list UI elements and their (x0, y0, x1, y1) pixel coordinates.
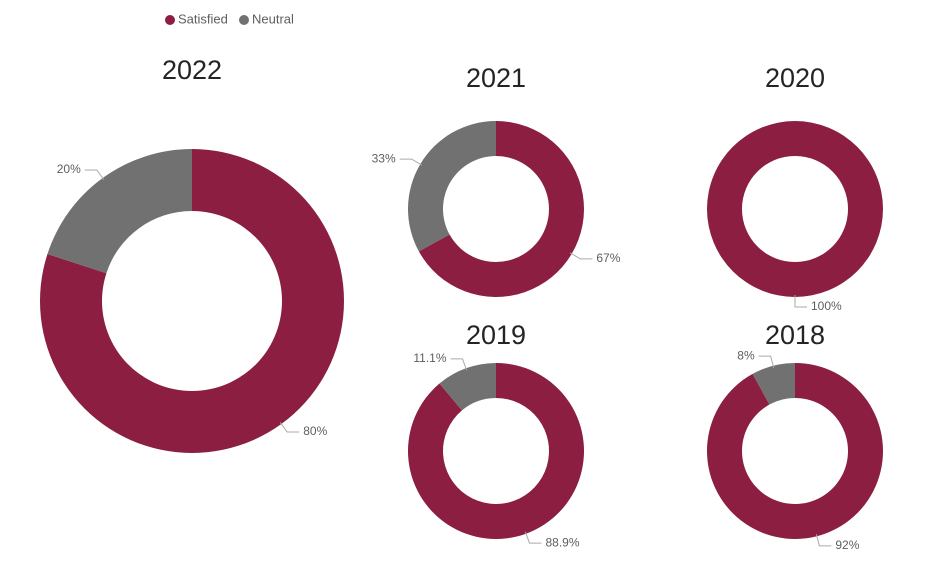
donut-slice (47, 149, 193, 274)
donut-slice (439, 363, 496, 411)
data-label: 8% (737, 348, 755, 362)
leader-line (794, 295, 807, 308)
legend-swatch (239, 15, 249, 25)
chart-title: 2021 (466, 63, 526, 93)
leader-line (399, 158, 423, 166)
donut-slice (752, 363, 795, 405)
leader-line (758, 355, 775, 368)
data-label: 88.9% (545, 535, 579, 549)
leader-line (279, 422, 300, 433)
chart-title: 2020 (765, 63, 825, 93)
chart-title: 2018 (765, 320, 825, 350)
legend: Satisfied Neutral (165, 11, 294, 26)
chart-title: 2022 (162, 55, 222, 85)
data-label: 100% (811, 299, 842, 313)
legend-label: Neutral (252, 11, 294, 26)
donut-slice (407, 120, 497, 252)
leader-line (815, 534, 832, 547)
leader-line (84, 169, 105, 180)
leader-line (450, 358, 468, 371)
data-label: 11.1% (413, 351, 446, 365)
donut-slice (418, 121, 584, 297)
data-label: 67% (596, 251, 620, 265)
donut-slice (707, 121, 883, 297)
leader-line (524, 531, 542, 544)
data-label: 33% (372, 151, 396, 165)
data-label: 20% (57, 162, 81, 176)
data-label: 92% (835, 538, 859, 552)
chart-title: 2019 (466, 320, 526, 350)
leader-line (569, 252, 593, 260)
donut-slice (707, 363, 884, 539)
legend-swatch (165, 15, 175, 25)
legend-label: Satisfied (178, 11, 228, 26)
donut-slice (39, 149, 344, 453)
data-label: 80% (303, 424, 327, 438)
donut-slice (408, 363, 585, 539)
